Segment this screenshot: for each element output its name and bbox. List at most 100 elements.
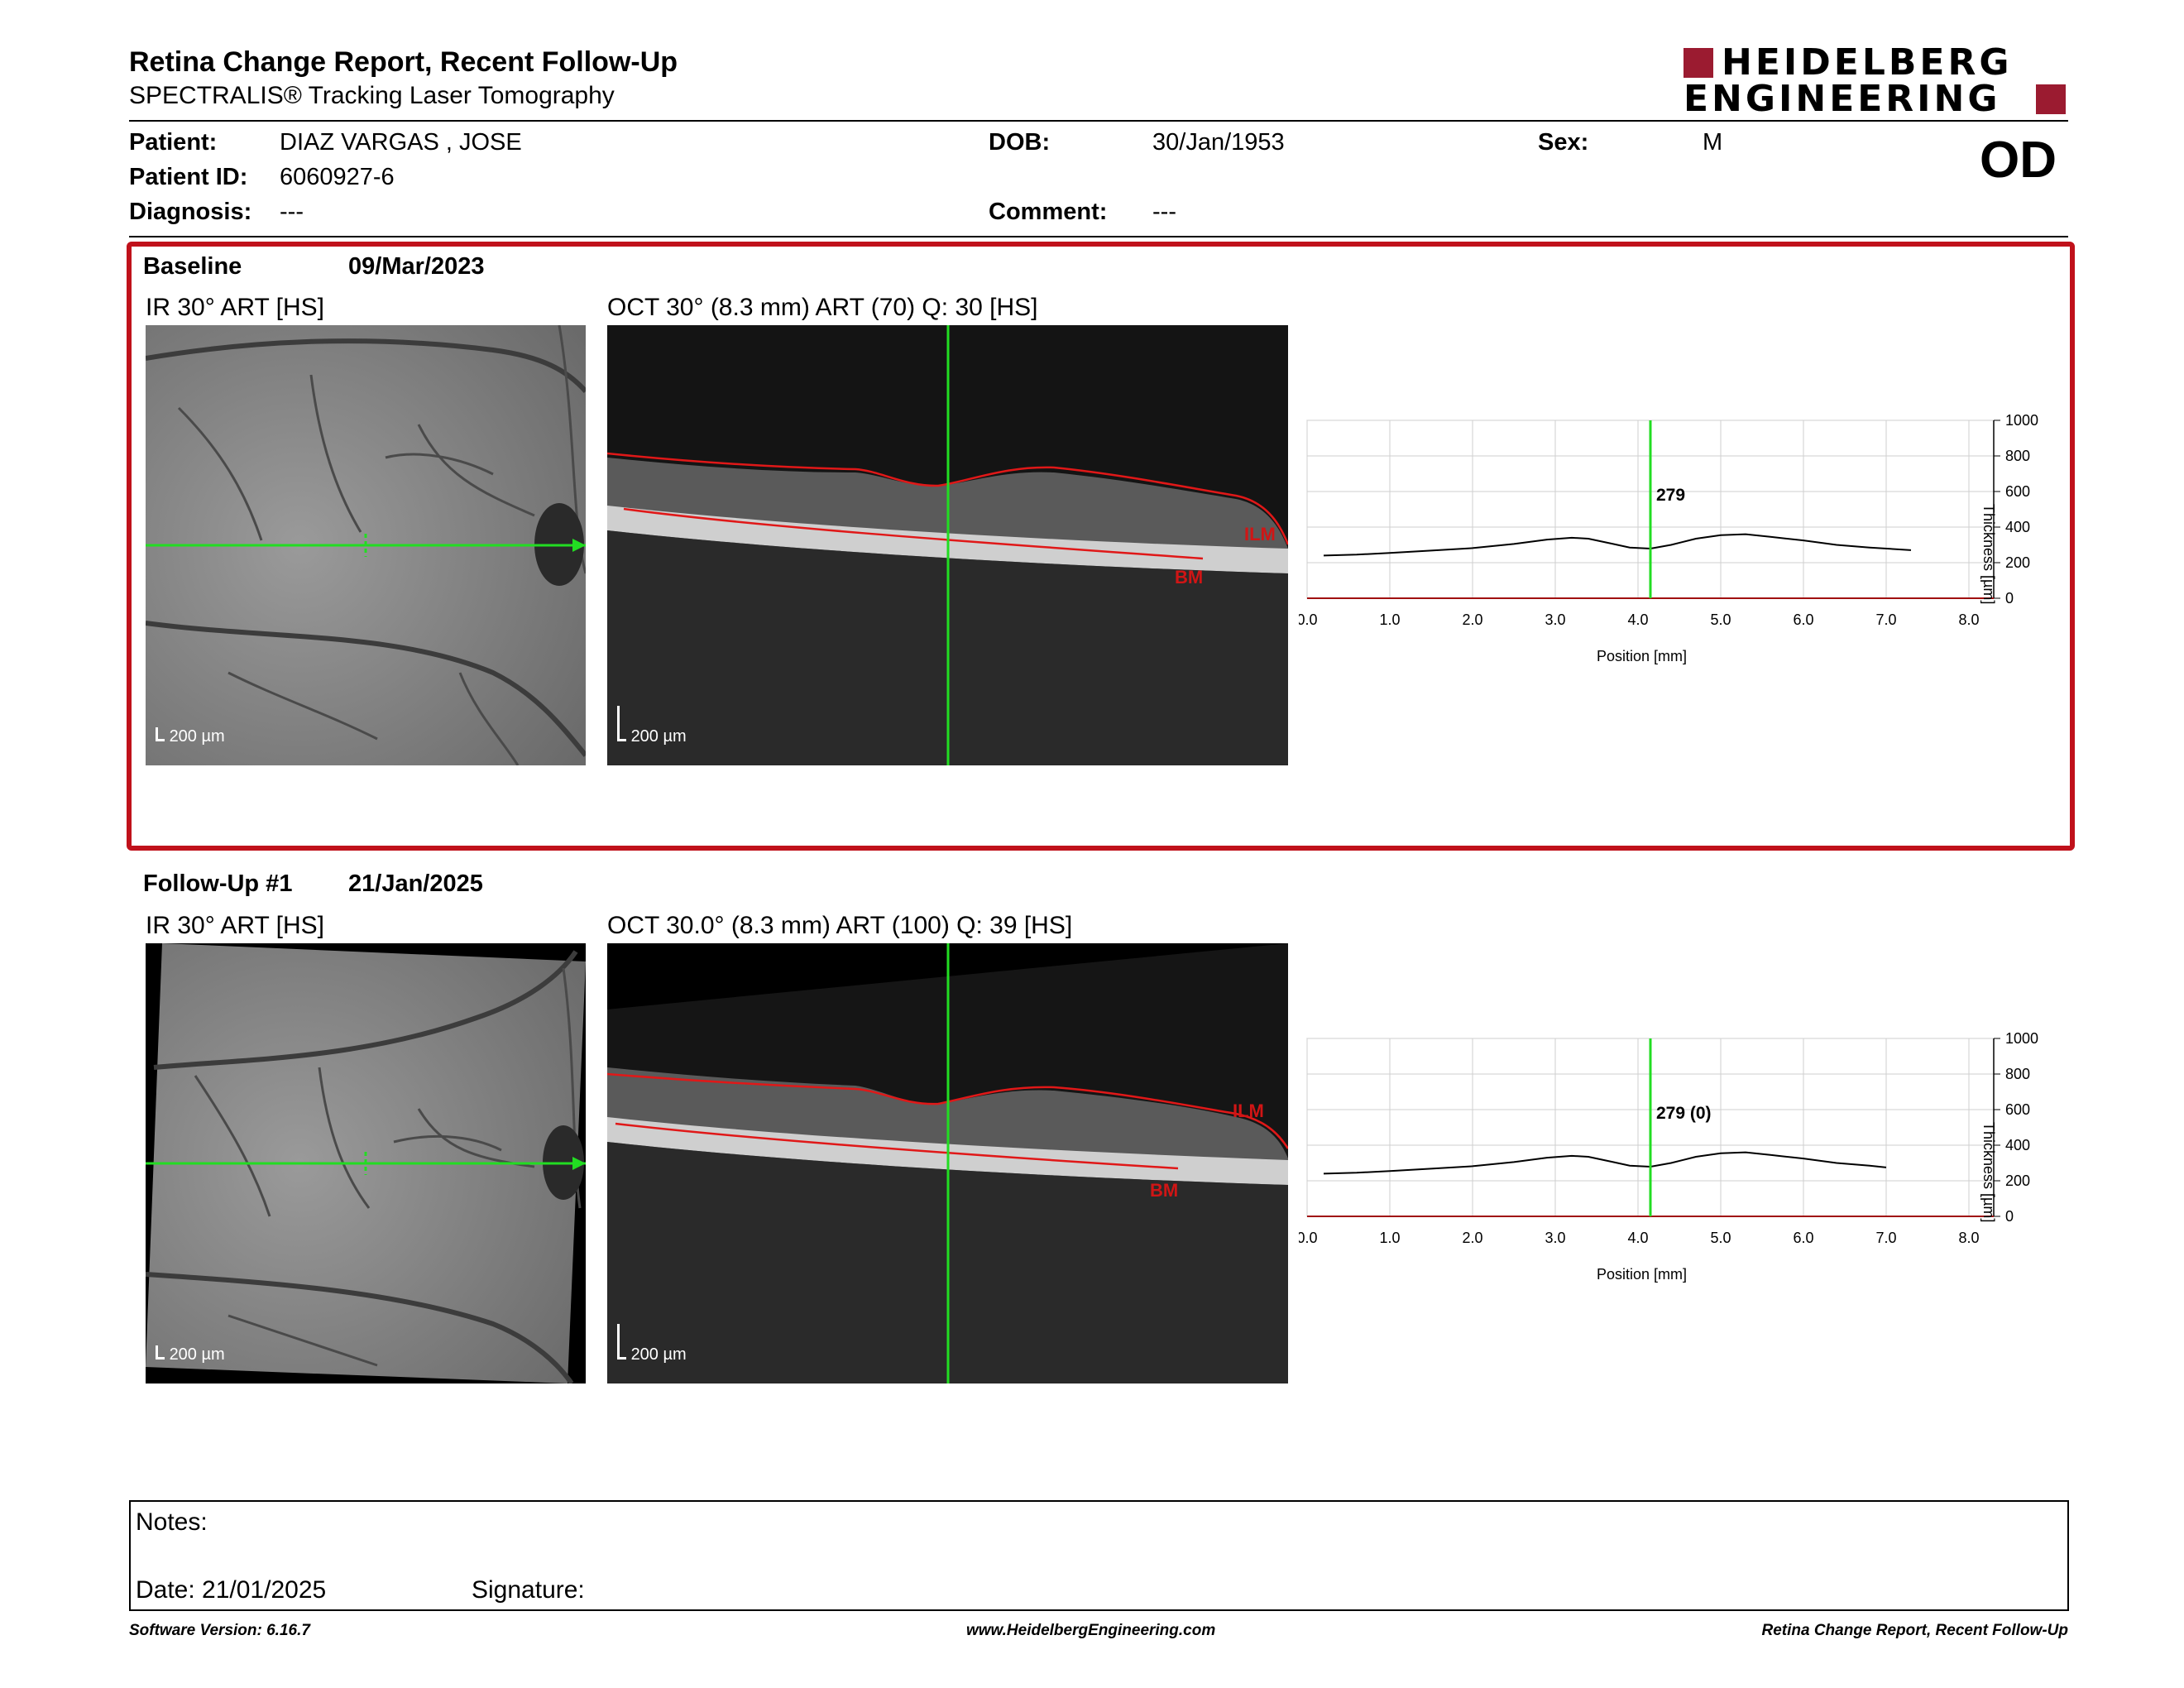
scale-label: 200 µm [630,727,687,746]
notes-signature-label: Signature: [472,1576,585,1604]
diagnosis-value: --- [280,199,304,225]
x-tick-label: 0.0 [1299,611,1318,628]
y-tick-label: 600 [2005,1101,2030,1118]
scale-label: 200 µm [630,1345,687,1364]
notes-label: Notes: [136,1508,208,1536]
thickness-line [1323,1151,1887,1175]
x-tick-label: 6.0 [1793,1230,1813,1246]
scale-bar-icon [617,706,626,741]
dob-label: DOB: [989,129,1051,156]
y-tick-label: 600 [2005,483,2030,500]
followup-ir-image[interactable]: 200 µm [146,943,586,1383]
footer-report-name: Retina Change Report, Recent Follow-Up [1761,1622,2068,1639]
followup-ilm-label: ILM [1233,1101,1264,1121]
x-tick-label: 6.0 [1793,611,1813,628]
followup-y-axis-label: Thickness [µm] [1980,1122,1997,1223]
baseline-oct-image[interactable]: ILM BM 200 µm [607,325,1288,765]
logo-square-icon [1684,48,1713,78]
x-tick-label: 2.0 [1462,1230,1482,1246]
patient-id: 6060927-6 [280,164,395,190]
followup-oct-scale: 200 µm [617,1324,687,1364]
followup-bm-label: BM [1150,1180,1179,1201]
patient-name: DIAZ VARGAS , JOSE [280,129,522,156]
baseline-bm-label: BM [1175,567,1204,587]
y-tick-label: 200 [2005,1172,2030,1189]
y-tick-label: 200 [2005,554,2030,571]
footer-website-link[interactable]: www.HeidelbergEngineering.com [966,1622,1216,1639]
baseline-label: Baseline [143,253,242,280]
patient-name-label: Patient: [129,129,218,156]
report-subtitle: SPECTRALIS® Tracking Laser Tomography [129,82,615,109]
logo-square-icon [2036,84,2066,114]
x-tick-label: 5.0 [1710,611,1731,628]
scale-label: 200 µm [169,727,225,746]
x-tick-label: 8.0 [1958,1230,1979,1246]
sex-label: Sex: [1538,129,1589,156]
x-tick-label: 2.0 [1462,611,1482,628]
y-tick-label: 0 [2005,590,2014,607]
followup-x-axis-label: Position [mm] [1597,1266,1688,1283]
baseline-marker-value: 279 [1656,486,1686,505]
diagnosis-label: Diagnosis: [129,199,252,225]
x-tick-label: 3.0 [1545,611,1565,628]
header-divider [129,120,2068,122]
patient-divider [129,236,2068,237]
report-title: Retina Change Report, Recent Follow-Up [129,46,678,78]
y-tick-label: 800 [2005,1066,2030,1082]
followup-oct-image[interactable]: ILM BM 200 µm [607,943,1288,1383]
baseline-ir-image[interactable]: 200 µm [146,325,586,765]
x-tick-label: 3.0 [1545,1230,1565,1246]
scale-bar-icon [617,1324,626,1360]
baseline-ir-scale: 200 µm [156,727,225,746]
x-tick-label: 4.0 [1627,611,1648,628]
y-tick-label: 800 [2005,448,2030,464]
followup-thickness-chart: 0.0 1.0 2.0 3.0 4.0 5.0 6.0 7.0 8.0 0 200 400 600 800… [1299,1028,2076,1301]
y-tick-label: 400 [2005,519,2030,535]
baseline-ir-title: IR 30° ART [HS] [146,294,324,321]
notes-box[interactable] [129,1500,2069,1611]
baseline-thickness-chart: 0.0 1.0 2.0 3.0 4.0 5.0 6.0 7.0 8.0 0 200 400 600 800… [1299,410,2076,683]
x-tick-label: 8.0 [1958,611,1979,628]
logo-line-2: ENGINEERING [1684,78,2001,120]
x-tick-label: 1.0 [1379,611,1400,628]
scale-label: 200 µm [169,1345,225,1364]
patient-id-label: Patient ID: [129,164,248,190]
scale-bar-icon [156,1345,165,1360]
comment-label: Comment: [989,199,1108,225]
x-tick-label: 0.0 [1299,1230,1318,1246]
followup-oct-title: OCT 30.0° (8.3 mm) ART (100) Q: 39 [HS] [607,912,1073,939]
baseline-x-axis-label: Position [mm] [1597,648,1688,664]
x-tick-label: 7.0 [1875,1230,1896,1246]
followup-ir-scale: 200 µm [156,1345,225,1364]
y-tick-label: 400 [2005,1137,2030,1153]
followup-marker-value: 279 (0) [1656,1104,1712,1123]
baseline-date: 09/Mar/2023 [348,253,485,280]
followup-ir-title: IR 30° ART [HS] [146,912,324,939]
y-tick-label: 0 [2005,1208,2014,1225]
x-tick-label: 7.0 [1875,611,1896,628]
x-tick-label: 5.0 [1710,1230,1731,1246]
eye-indicator: OD [1980,132,2057,189]
sex-value: M [1703,129,1723,156]
followup-thickness-plot: 0.0 1.0 2.0 3.0 4.0 5.0 6.0 7.0 8.0 0 200 400 600 800… [1299,1030,2038,1246]
comment-value: --- [1152,199,1176,225]
baseline-oct-title: OCT 30° (8.3 mm) ART (70) Q: 30 [HS] [607,294,1038,321]
x-tick-label: 4.0 [1627,1230,1648,1246]
baseline-y-axis-label: Thickness [µm] [1980,504,1997,605]
baseline-frame [127,242,2075,851]
thickness-line [1323,533,1912,557]
x-tick-label: 1.0 [1379,1230,1400,1246]
baseline-oct-scale: 200 µm [617,706,687,746]
followup-date: 21/Jan/2025 [348,870,483,897]
footer-software-version: Software Version: 6.16.7 [129,1622,310,1639]
baseline-thickness-plot: 0.0 1.0 2.0 3.0 4.0 5.0 6.0 7.0 8.0 0 200 400 600 800… [1299,412,2038,628]
baseline-ilm-label: ILM [1244,524,1276,544]
logo-line-1: HEIDELBERG [1722,41,2013,84]
notes-date: Date: 21/01/2025 [136,1576,327,1604]
dob-value: 30/Jan/1953 [1152,129,1285,156]
scale-bar-icon [156,727,165,741]
y-tick-label: 1000 [2005,1030,2038,1047]
followup-label: Follow-Up #1 [143,870,293,897]
y-tick-label: 1000 [2005,412,2038,429]
company-logo: HEIDELBERG ENGINEERING [1684,41,2067,120]
